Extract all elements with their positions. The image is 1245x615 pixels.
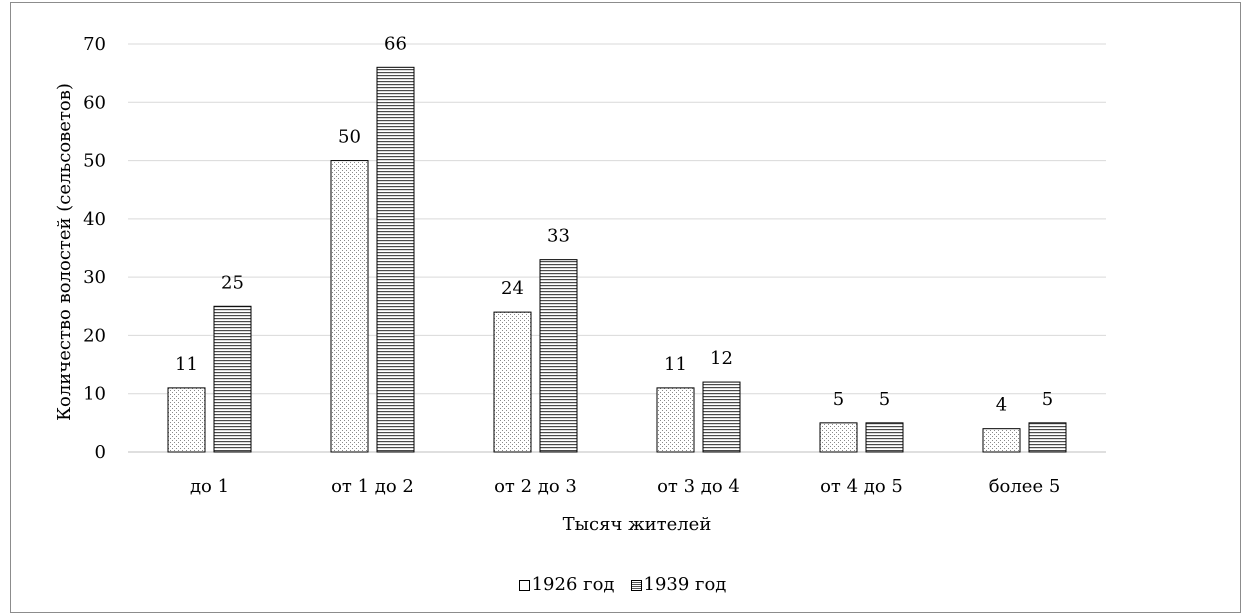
data-label: 12 (710, 348, 733, 369)
data-label: 11 (175, 354, 198, 375)
y-tick-label: 10 (83, 384, 106, 405)
bar-series-2 (702, 381, 741, 453)
bar-series-1 (167, 387, 206, 453)
x-axis-title: Тысяч жителей (563, 514, 712, 535)
bar-series-2 (865, 422, 904, 453)
data-label: 50 (338, 127, 361, 148)
bar-series-1 (493, 311, 532, 453)
data-label: 24 (501, 278, 524, 299)
bar-series-2 (376, 66, 415, 453)
y-tick-label: 20 (83, 325, 106, 346)
legend: 1926 год 1939 год (0, 574, 1245, 595)
data-label: 11 (664, 354, 687, 375)
bar-series-1 (656, 387, 695, 453)
data-label: 5 (1042, 389, 1053, 410)
bar-series-1 (982, 428, 1021, 453)
legend-swatch (518, 580, 530, 591)
legend-swatch (630, 580, 642, 591)
bar-series-1 (819, 422, 858, 453)
y-tick-label: 40 (83, 209, 106, 230)
bar-series-1 (330, 160, 369, 453)
y-tick-label: 30 (83, 267, 106, 288)
y-tick-label: 50 (83, 151, 106, 172)
data-label: 66 (384, 33, 407, 54)
bar-series-2 (539, 259, 578, 453)
x-tick-label: более 5 (989, 476, 1061, 497)
x-tick-label: от 1 до 2 (331, 476, 414, 497)
y-tick-label: 60 (83, 92, 106, 113)
x-tick-label: до 1 (190, 476, 229, 497)
legend-label: 1926 год (531, 574, 615, 595)
legend-item: 1926 год (518, 574, 615, 595)
legend-label: 1939 год (643, 574, 727, 595)
bar-series-2 (213, 305, 252, 453)
data-label: 5 (879, 389, 890, 410)
y-tick-label: 0 (95, 442, 106, 463)
data-label: 33 (547, 226, 570, 247)
x-tick-label: от 3 до 4 (657, 476, 740, 497)
x-tick-label: от 4 до 5 (820, 476, 903, 497)
legend-item: 1939 год (630, 574, 727, 595)
bar-series-2 (1028, 422, 1067, 453)
y-axis-title: Количество волостей (сельсоветов) (54, 83, 75, 421)
y-tick-label: 70 (83, 34, 106, 55)
x-tick-label: от 2 до 3 (494, 476, 577, 497)
data-label: 25 (221, 272, 244, 293)
data-label: 5 (833, 389, 844, 410)
data-label: 4 (996, 395, 1007, 416)
